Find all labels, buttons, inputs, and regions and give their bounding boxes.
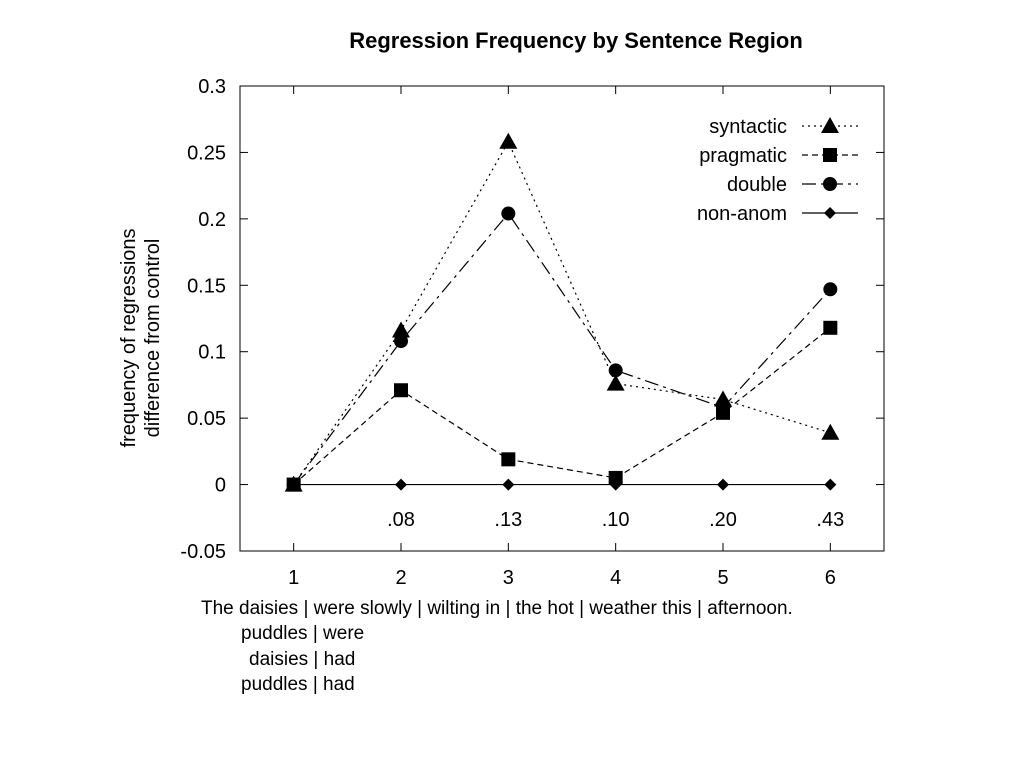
y-tick-label: 0.3 bbox=[198, 76, 226, 98]
data-label: .08 bbox=[387, 509, 415, 531]
legend-marker-pragmatic bbox=[823, 148, 837, 162]
data-label: .20 bbox=[709, 509, 737, 531]
data-point-non-anom bbox=[824, 478, 837, 491]
series-line-pragmatic bbox=[293, 327, 831, 486]
y-axis-label-line-2: difference from control bbox=[142, 239, 164, 438]
data-point-double bbox=[716, 400, 730, 415]
data-point-pragmatic bbox=[501, 452, 516, 467]
data-point-non-anom bbox=[609, 478, 622, 491]
sentence-line-2: puddles | were bbox=[241, 623, 365, 644]
data-point-syntactic bbox=[606, 374, 625, 391]
data-point-double bbox=[608, 363, 623, 378]
legend-entry-non-anom: non-anom bbox=[697, 203, 858, 225]
x-tick-label: 6 bbox=[825, 567, 836, 589]
legend-entry-syntactic: syntactic bbox=[709, 116, 858, 138]
data-point-pragmatic bbox=[823, 320, 838, 335]
data-point-double bbox=[823, 282, 838, 297]
y-tick-label: 0.1 bbox=[198, 342, 226, 364]
data-point-non-anom bbox=[395, 478, 407, 491]
y-tick-label: 0.2 bbox=[198, 209, 226, 231]
y-tick-label: 0.05 bbox=[187, 408, 226, 430]
y-tick-label: 0 bbox=[215, 475, 226, 497]
y-tick-label: 0.25 bbox=[187, 142, 226, 164]
data-label: .13 bbox=[494, 509, 522, 531]
y-tick-label: 0.15 bbox=[187, 275, 226, 297]
legend-label: syntactic bbox=[709, 116, 787, 138]
y-axis-label-line-1: frequency of regressions bbox=[118, 228, 140, 447]
plot-frame bbox=[239, 85, 885, 552]
chart-title: Regression Frequency by Sentence Region bbox=[349, 28, 803, 53]
data-point-pragmatic bbox=[394, 383, 408, 398]
data-point-non-anom bbox=[287, 478, 300, 491]
legend-label: non-anom bbox=[697, 203, 787, 225]
data-label: .43 bbox=[816, 509, 844, 531]
data-point-syntactic bbox=[821, 423, 840, 440]
sentence-line-1: The daisies | were slowly | wilting in |… bbox=[201, 598, 793, 619]
data-point-double bbox=[501, 206, 516, 221]
legend-label: pragmatic bbox=[699, 145, 787, 167]
x-tick-label: 3 bbox=[503, 567, 514, 589]
data-point-syntactic bbox=[392, 321, 410, 338]
data-point-non-anom bbox=[717, 478, 729, 491]
legend-entry-double: double bbox=[727, 174, 858, 196]
data-point-syntactic bbox=[499, 132, 518, 149]
data-point-double bbox=[394, 334, 408, 349]
sentence-line-3: daisies | had bbox=[249, 649, 356, 670]
series-pragmatic bbox=[286, 320, 838, 492]
legend-label: double bbox=[727, 174, 787, 196]
y-tick-label: -0.05 bbox=[180, 541, 226, 563]
series-non-anom bbox=[287, 478, 837, 491]
x-tick-label: 5 bbox=[717, 567, 728, 589]
legend-marker-double bbox=[823, 177, 837, 191]
x-tick-label: 2 bbox=[395, 567, 406, 589]
x-tick-label: 4 bbox=[610, 567, 621, 589]
series-line-syntactic bbox=[293, 140, 831, 485]
x-tick-label: 1 bbox=[288, 567, 299, 589]
data-point-pragmatic bbox=[608, 470, 623, 485]
sentence-line-4: puddles | had bbox=[241, 674, 355, 695]
legend-marker-syntactic bbox=[821, 117, 839, 133]
data-point-non-anom bbox=[502, 478, 515, 491]
series-line-double bbox=[293, 212, 831, 485]
legend-marker-non-anom bbox=[824, 207, 836, 219]
legend-entry-pragmatic: pragmatic bbox=[699, 145, 858, 167]
data-label: .10 bbox=[602, 509, 630, 531]
series-double bbox=[286, 206, 838, 492]
